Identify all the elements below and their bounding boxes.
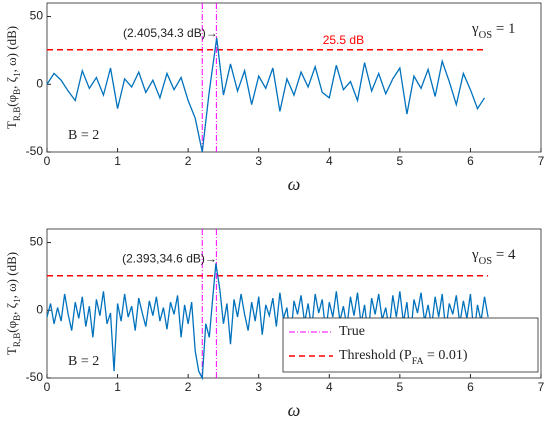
text-part: , ζ <box>4 302 19 315</box>
y-tick-label: 50 <box>30 235 44 249</box>
y-tick-label: 50 <box>30 9 44 23</box>
text-part: OS <box>479 256 493 267</box>
text-part: T <box>4 347 19 355</box>
x-tick-label: 6 <box>467 380 474 394</box>
legend-true-label: True <box>339 324 365 339</box>
x-tick-label: 0 <box>44 380 51 394</box>
x-tick-label: 0 <box>44 154 51 168</box>
text-part: R,B <box>12 333 22 347</box>
x-tick-label: 6 <box>467 154 474 168</box>
legend-threshold-label: Threshold (PFA = 0.01) <box>339 348 468 367</box>
text-part: T <box>4 121 19 129</box>
y-axis-label: TR,B(φB, ζ1, ω) (dB) <box>4 252 22 355</box>
text-part: , ω) (dB) <box>4 26 19 72</box>
text-part: , ω) (dB) <box>4 252 19 298</box>
legend-box <box>282 317 539 373</box>
axes-box <box>46 2 542 153</box>
text-part: B <box>12 89 22 95</box>
annotation: (2.405,34.3 dB)→ <box>123 26 218 40</box>
text-part: FA <box>412 356 424 367</box>
annotation: (2.393,34.6 dB)→ <box>122 252 217 266</box>
text-part: = 4 <box>492 247 516 263</box>
text-part: = 0.01) <box>424 348 468 363</box>
y-tick-label: -50 <box>26 370 44 384</box>
x-tick-label: 1 <box>114 154 121 168</box>
text-part: , ζ <box>4 76 19 89</box>
x-axis-label: ω <box>288 400 301 420</box>
text-part: 1 <box>12 72 22 77</box>
x-tick-label: 2 <box>185 154 192 168</box>
y-tick-label: -50 <box>26 144 44 158</box>
data-line <box>46 263 489 381</box>
gamma-label: γOS = 1 <box>471 21 516 40</box>
text-part: = 1 <box>492 21 515 37</box>
gamma-label: γOS = 4 <box>471 247 516 266</box>
text-part: (φ <box>4 321 19 333</box>
y-tick-label: 0 <box>36 302 43 316</box>
x-tick-label: 3 <box>255 380 262 394</box>
x-tick-label: 7 <box>538 380 545 394</box>
x-tick-label: 7 <box>538 154 545 168</box>
x-tick-label: 1 <box>114 380 121 394</box>
y-axis-label: TR,B(φB, ζ1, ω) (dB) <box>4 26 22 129</box>
y-tick-label: 0 <box>36 76 43 90</box>
x-tick-label: 4 <box>326 380 333 394</box>
x-tick-label: 5 <box>397 154 404 168</box>
text-part: γ <box>471 247 479 263</box>
x-axis-label: ω <box>288 174 301 194</box>
x-tick-label: 4 <box>326 154 333 168</box>
text-part: B <box>12 315 22 321</box>
text-part: OS <box>479 30 493 41</box>
x-tick-label: 3 <box>255 154 262 168</box>
text-part: Threshold (P <box>339 348 412 363</box>
text-part: 1 <box>12 298 22 303</box>
b-label: B = 2 <box>68 354 99 369</box>
text-part: γ <box>471 21 479 37</box>
b-label: B = 2 <box>68 128 99 143</box>
x-tick-label: 2 <box>185 380 192 394</box>
data-line <box>46 37 486 153</box>
text-part: (φ <box>4 95 19 107</box>
text-part: R,B <box>12 107 22 121</box>
threshold-label: 25.5 dB <box>323 33 364 47</box>
x-tick-label: 5 <box>397 380 404 394</box>
